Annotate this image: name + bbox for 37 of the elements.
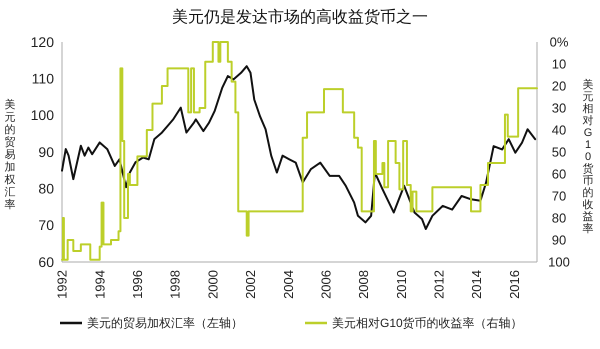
y2-tick-label: 50 [552, 144, 566, 160]
x-tick-label: 2014 [469, 270, 484, 299]
y-tick-label: 120 [30, 34, 54, 50]
y2-tick-label: 90 [552, 232, 566, 248]
y2-tick-label: 40 [552, 122, 566, 138]
y-tick-label: 60 [38, 254, 54, 270]
y2-tick-label: 100 [548, 254, 570, 270]
x-tick-label: 2008 [356, 270, 372, 299]
y2-tick-label: 20 [552, 78, 566, 94]
y2-tick-label: 70 [552, 188, 566, 204]
y2-tick-label: 0% [550, 34, 569, 50]
y-tick-label: 90 [38, 144, 54, 160]
x-tick-label: 2016 [506, 270, 522, 299]
y2-tick-label: 10 [552, 56, 566, 72]
x-tick-label: 1992 [54, 270, 70, 299]
x-tick-label: 2006 [318, 270, 334, 299]
y-tick-label: 100 [30, 107, 54, 124]
x-tick-label: 1994 [92, 270, 108, 299]
y2-tick-label: 30 [552, 100, 566, 116]
chart-title: 美元仍是发达市场的高收益货币之一 [172, 8, 428, 26]
x-tick-label: 2004 [280, 270, 296, 299]
x-tick-label: 2000 [205, 270, 220, 299]
y2-tick-label: 60 [552, 166, 566, 182]
y-tick-label: 80 [38, 180, 54, 197]
x-tick-label: 2012 [432, 270, 447, 299]
x-tick-label: 2010 [394, 270, 409, 299]
y-tick-label: 70 [38, 217, 54, 234]
x-tick-label: 1996 [130, 270, 145, 299]
x-tick-label: 1998 [168, 270, 183, 299]
x-tick-label: 2002 [243, 270, 258, 299]
y2-tick-label: 80 [552, 210, 566, 226]
line-series [61, 65, 536, 230]
legend-label: 美元相对G10货币的收益率（右轴） [332, 316, 523, 330]
legend-label: 美元的贸易加权汇率（左轴） [87, 316, 243, 330]
text: 美元相对G10货币的收益率 [582, 79, 594, 235]
text: 美元的贸易加权汇率 [4, 99, 16, 211]
y-tick-label: 110 [32, 70, 54, 87]
